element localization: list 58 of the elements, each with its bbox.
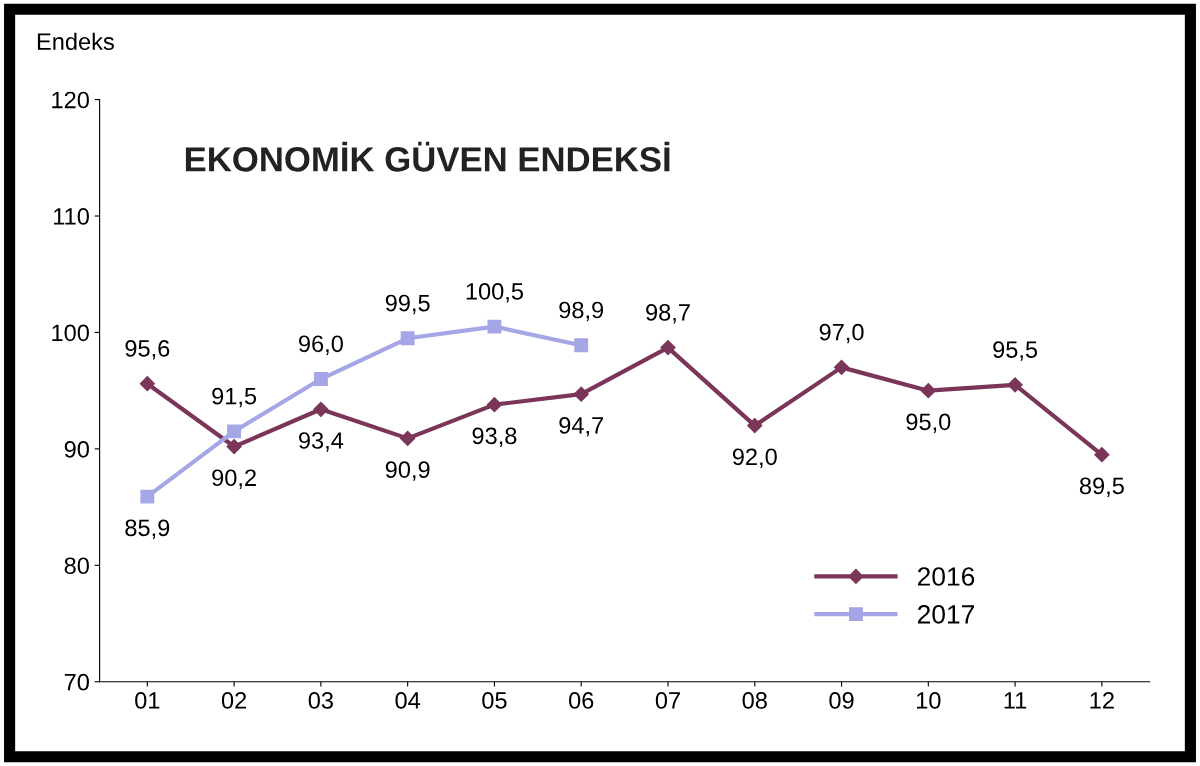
data-label: 97,0: [819, 323, 864, 344]
x-tick-label: 09: [829, 692, 854, 709]
data-label: 95,0: [906, 413, 951, 434]
point: [139, 376, 155, 392]
point: [486, 397, 503, 413]
x-tick-label: 05: [482, 692, 507, 709]
data-label: 90,9: [385, 461, 430, 481]
point: [660, 340, 676, 356]
point: [1094, 447, 1110, 463]
data-label: 95,5: [993, 341, 1038, 361]
y-tick-label: 90: [64, 440, 89, 458]
data-label: 92,0: [732, 448, 777, 468]
x-tick-label: 06: [569, 692, 594, 709]
point: [1007, 377, 1023, 393]
point: [400, 430, 416, 446]
x-tick-label: 02: [221, 692, 247, 709]
x-tick-label: 10: [916, 692, 941, 709]
y-tick-label: 80: [64, 557, 89, 575]
point: [487, 319, 502, 334]
x-tick-label: 12: [1090, 692, 1114, 709]
point: [226, 438, 242, 455]
point: [313, 401, 329, 417]
point: [400, 331, 415, 346]
point: [747, 418, 763, 434]
data-label: 99,5: [385, 294, 430, 315]
data-label: 98,7: [646, 303, 690, 324]
x-tick-label: 07: [655, 692, 680, 709]
point: [313, 372, 328, 386]
data-label: 94,7: [559, 417, 604, 437]
data-label: 90,2: [212, 469, 256, 489]
y-tick-label: 100: [52, 324, 89, 342]
data-label: 93,8: [472, 427, 517, 447]
x-tick-label: 01: [135, 692, 160, 709]
point: [833, 359, 850, 375]
y-tick-label: 120: [52, 91, 89, 109]
data-label: 89,5: [1079, 477, 1124, 498]
point: [140, 489, 155, 504]
x-tick-label: 11: [1004, 692, 1027, 709]
point: [574, 338, 589, 353]
text: EKONOMİK GÜVEN ENDEKSİ: [185, 141, 670, 172]
x-tick-label: 03: [308, 692, 333, 709]
data-label: 85,9: [125, 519, 170, 539]
legend-label: 2017: [917, 604, 975, 624]
point: [920, 383, 936, 399]
point: [573, 386, 589, 402]
data-label: 91,5: [212, 387, 257, 408]
y-tick-label: 110: [54, 208, 89, 225]
data-label: 100,5: [466, 283, 523, 303]
x-tick-label: 04: [395, 692, 421, 709]
y-axis-title: Endeks: [37, 32, 114, 51]
data-label: 93,4: [299, 432, 344, 452]
data-label: 96,0: [299, 335, 343, 355]
legend-label: 2016: [917, 567, 975, 586]
data-label: 98,9: [559, 301, 604, 322]
x-tick-label: 08: [742, 692, 767, 709]
point: [227, 424, 242, 439]
y-tick-label: 70: [64, 673, 89, 691]
data-label: 95,6: [125, 340, 170, 360]
